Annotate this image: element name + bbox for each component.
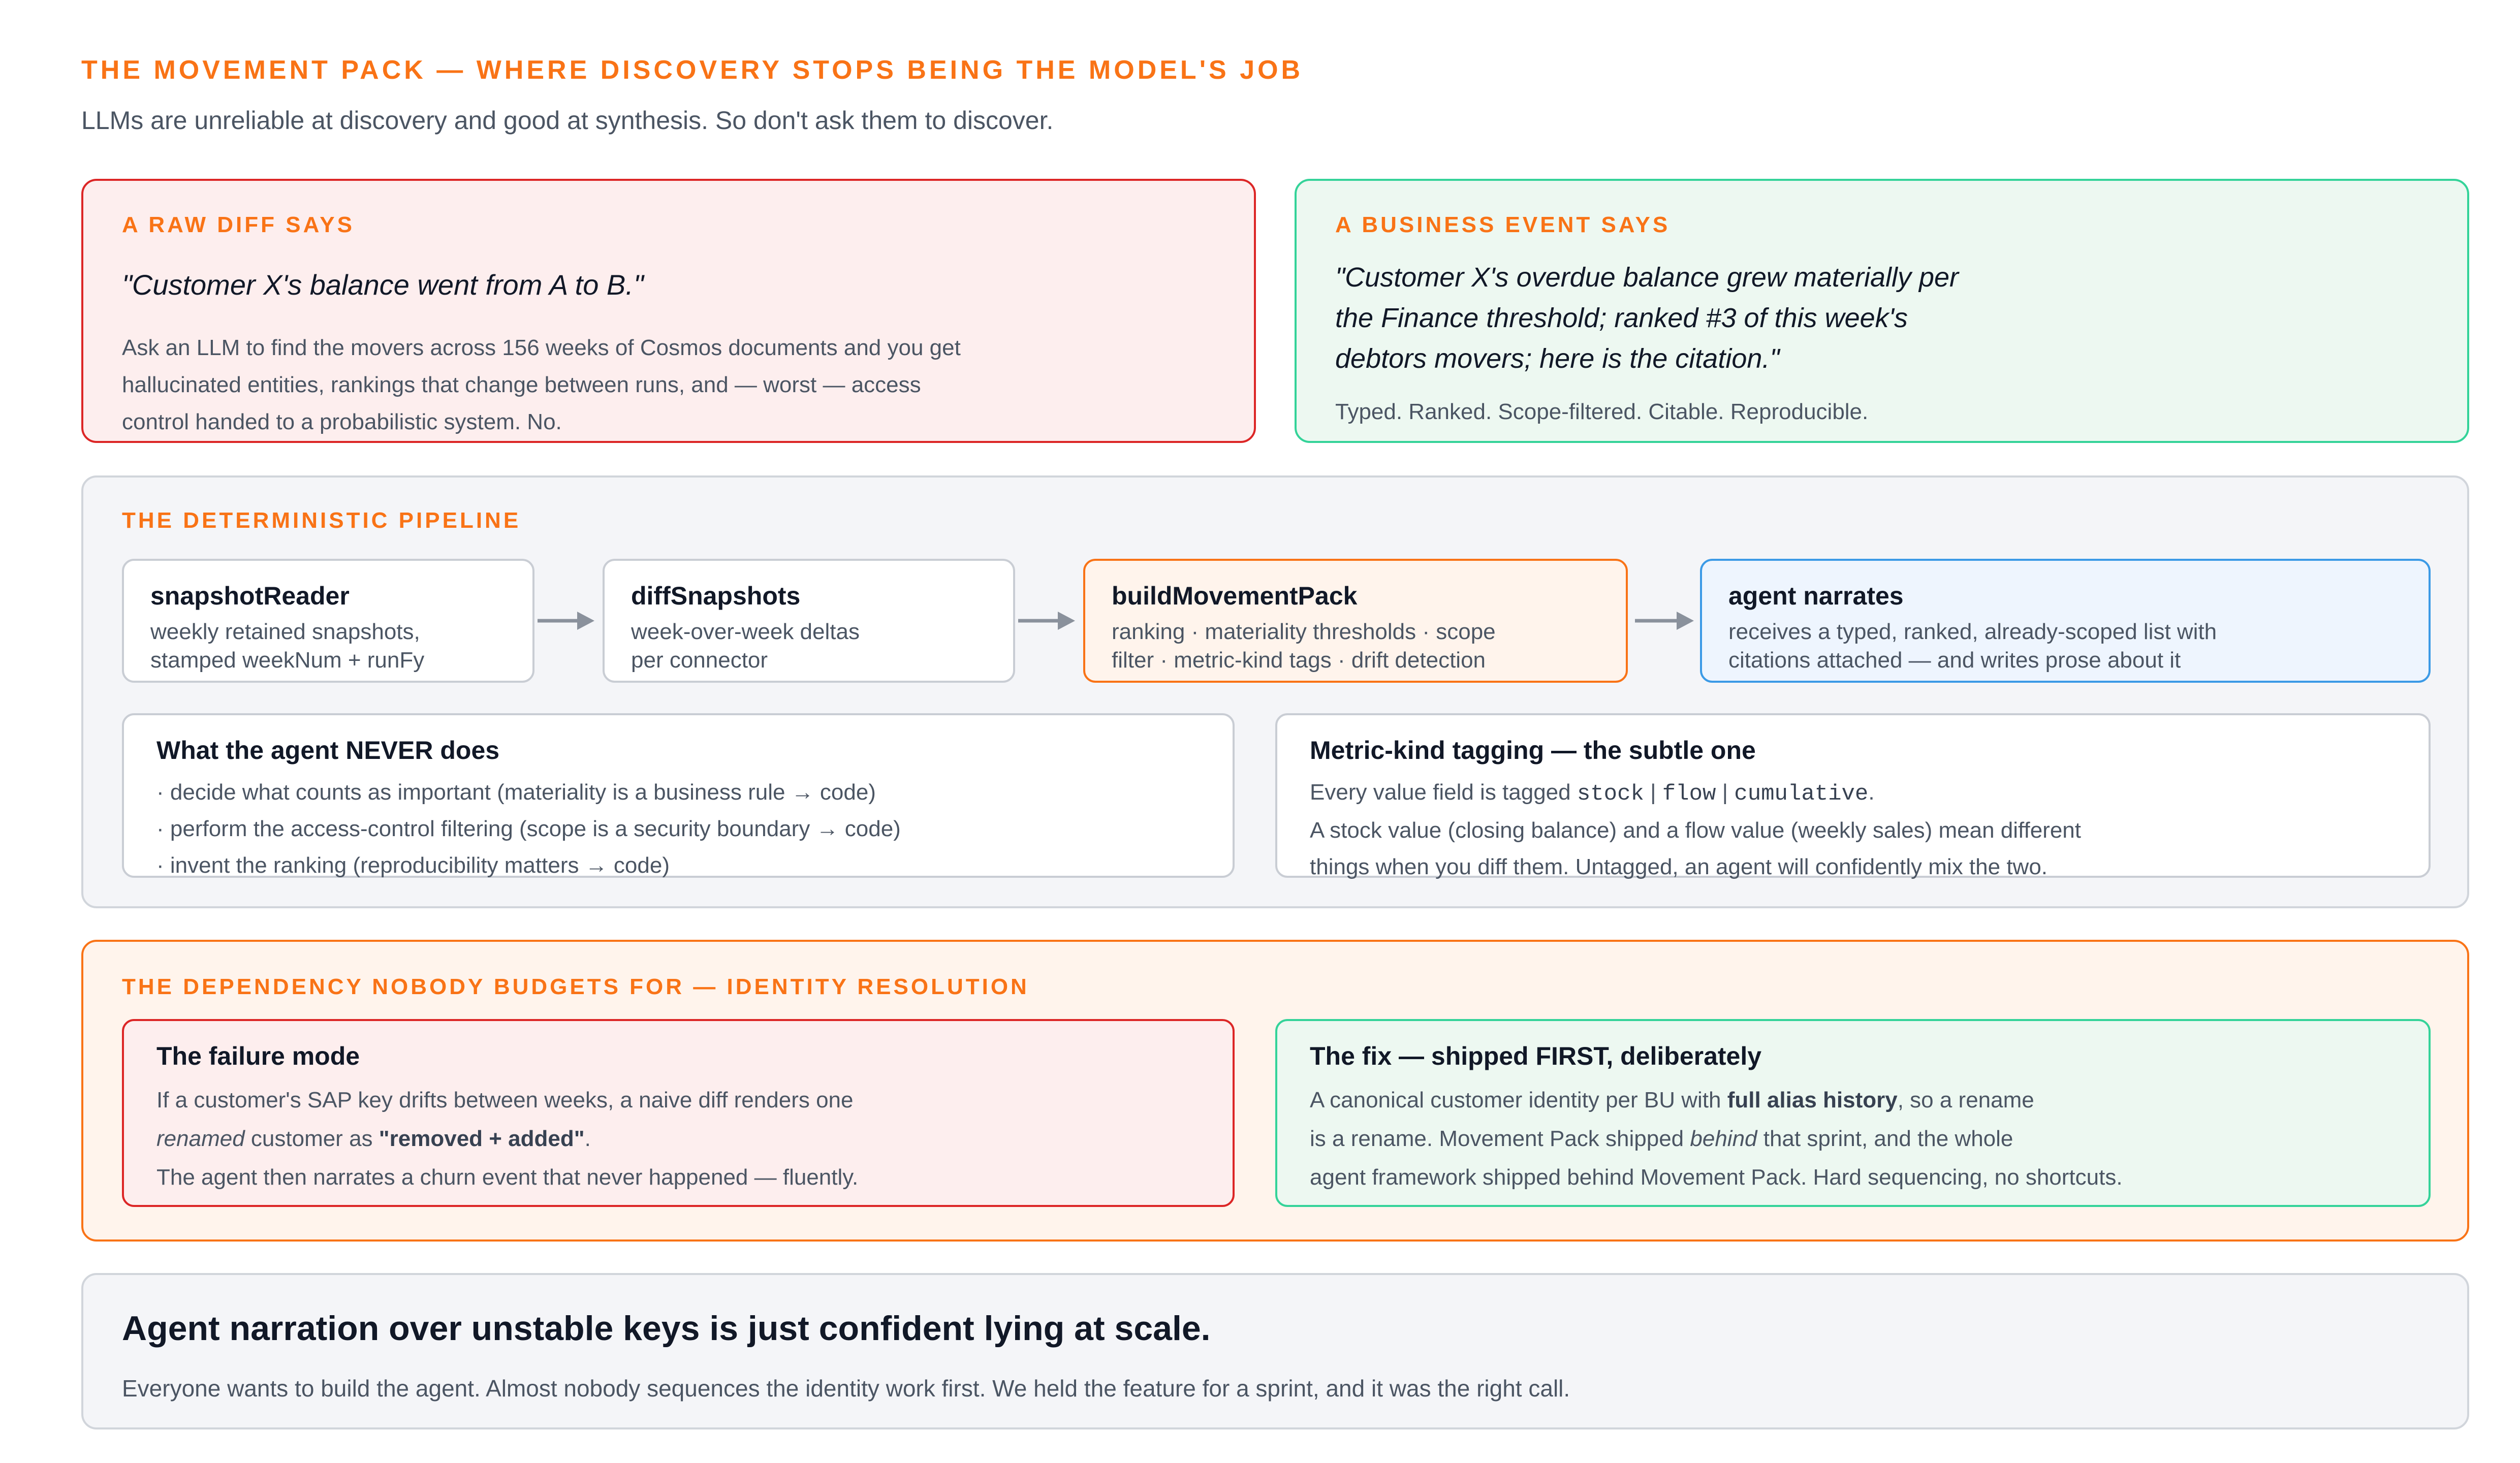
step-title: buildMovementPack xyxy=(1112,582,1358,610)
list-item: · invent the ranking (reproducibility ma… xyxy=(156,853,670,878)
fix-post: that sprint, and the whole xyxy=(1757,1126,2013,1151)
pipeline-panel: THE DETERMINISTIC PIPELINE snapshotReade… xyxy=(81,475,2469,908)
step-desc-line: stamped weekNum + runFy xyxy=(150,648,425,673)
failure-mode-title: The failure mode xyxy=(156,1042,360,1070)
step-desc-line: weekly retained snapshots, xyxy=(150,619,420,644)
fix-emphasis: behind xyxy=(1690,1126,1757,1151)
step-desc: ranking · materiality thresholds · scope… xyxy=(1112,618,1496,675)
pipeline-kicker: THE DETERMINISTIC PIPELINE xyxy=(122,508,521,533)
metric-kind-suffix: . xyxy=(1868,780,1875,805)
raw-diff-body-line: hallucinated entities, rankings that cha… xyxy=(122,372,921,397)
agent-never-card: What the agent NEVER does · decide what … xyxy=(122,713,1235,878)
step-desc: weekly retained snapshots, stamped weekN… xyxy=(150,618,424,675)
fix-card: The fix — shipped FIRST, deliberately A … xyxy=(1275,1019,2431,1207)
metric-kind-line: Every value field is tagged stock | flow… xyxy=(1310,774,2081,812)
business-event-quote: "Customer X's overdue balance grew mater… xyxy=(1335,257,1959,379)
fix-line: is a rename. Movement Pack shipped behin… xyxy=(1310,1120,2123,1158)
fix-strong: full alias history xyxy=(1727,1088,1898,1112)
tag-flow: flow xyxy=(1662,781,1716,807)
raw-diff-body: Ask an LLM to find the movers across 156… xyxy=(122,329,961,440)
closing-headline: Agent narration over unstable keys is ju… xyxy=(122,1309,1211,1348)
arrow-icon xyxy=(1635,612,1694,630)
tag-cumulative: cumulative xyxy=(1734,781,1869,807)
raw-diff-kicker: A RAW DIFF SAYS xyxy=(122,212,355,237)
step-desc-line: receives a typed, ranked, already-scoped… xyxy=(1728,619,2217,644)
step-title: agent narrates xyxy=(1728,582,1904,610)
step-desc-line: filter · metric-kind tags · drift detect… xyxy=(1112,648,1486,673)
metric-kind-title: Metric-kind tagging — the subtle one xyxy=(1310,736,1756,765)
pipeline-step-diff-snapshots: diffSnapshots week-over-week deltas per … xyxy=(603,559,1015,683)
fix-post: , so a rename xyxy=(1897,1088,2034,1112)
failure-mode-line: If a customer's SAP key drifts between w… xyxy=(156,1088,854,1112)
metric-kind-prefix: Every value field is tagged xyxy=(1310,780,1577,805)
failure-strong: "removed + added" xyxy=(379,1126,585,1151)
metric-kind-card: Metric-kind tagging — the subtle one Eve… xyxy=(1275,713,2431,879)
failure-mode-body: If a customer's SAP key drifts between w… xyxy=(156,1081,858,1197)
identity-panel: THE DEPENDENCY NOBODY BUDGETS FOR — IDEN… xyxy=(81,940,2469,1242)
list-item: · decide what counts as important (mater… xyxy=(156,780,876,805)
business-event-kicker: A BUSINESS EVENT SAYS xyxy=(1335,212,1671,237)
business-event-body: Typed. Ranked. Scope-filtered. Citable. … xyxy=(1335,399,1869,424)
tag-separator: | xyxy=(1716,780,1735,805)
failure-emphasis: renamed xyxy=(156,1126,245,1151)
failure-mode-line: renamed customer as "removed + added". xyxy=(156,1120,858,1158)
business-event-panel: A BUSINESS EVENT SAYS "Customer X's over… xyxy=(1295,179,2469,443)
arrow-icon xyxy=(538,612,594,630)
pipeline-step-snapshot-reader: snapshotReader weekly retained snapshots… xyxy=(122,559,534,683)
failure-mid: customer as xyxy=(244,1126,379,1151)
business-event-quote-line: debtors movers; here is the citation." xyxy=(1335,343,1780,374)
step-desc: receives a typed, ranked, already-scoped… xyxy=(1728,618,2217,675)
fix-pre: is a rename. Movement Pack shipped xyxy=(1310,1126,1690,1151)
fix-pre: A canonical customer identity per BU wit… xyxy=(1310,1088,1727,1112)
arrow-icon xyxy=(1018,612,1075,630)
identity-kicker: THE DEPENDENCY NOBODY BUDGETS FOR — IDEN… xyxy=(122,974,1029,999)
metric-kind-line: things when you diff them. Untagged, an … xyxy=(1310,854,2048,879)
list-item: · perform the access-control filtering (… xyxy=(156,816,901,841)
fix-line: A canonical customer identity per BU wit… xyxy=(1310,1081,2123,1120)
business-event-quote-line: the Finance threshold; ranked #3 of this… xyxy=(1335,303,1908,333)
agent-never-title: What the agent NEVER does xyxy=(156,736,500,765)
failure-end: . xyxy=(584,1126,591,1151)
step-desc-line: ranking · materiality thresholds · scope xyxy=(1112,619,1496,644)
pipeline-step-agent-narrates: agent narrates receives a typed, ranked,… xyxy=(1700,559,2431,683)
raw-diff-panel: A RAW DIFF SAYS "Customer X's balance we… xyxy=(81,179,1256,443)
failure-mode-line: The agent then narrates a churn event th… xyxy=(156,1165,859,1190)
page-title: THE MOVEMENT PACK — WHERE DISCOVERY STOP… xyxy=(81,55,1304,85)
failure-mode-card: The failure mode If a customer's SAP key… xyxy=(122,1019,1235,1207)
step-desc-line: week-over-week deltas xyxy=(631,619,860,644)
step-desc-line: citations attached — and writes prose ab… xyxy=(1728,648,2181,673)
tag-stock: stock xyxy=(1577,781,1644,807)
tag-separator: | xyxy=(1644,780,1662,805)
raw-diff-quote: "Customer X's balance went from A to B." xyxy=(122,269,644,301)
business-event-quote-line: "Customer X's overdue balance grew mater… xyxy=(1335,262,1959,293)
fix-body: A canonical customer identity per BU wit… xyxy=(1310,1081,2123,1197)
agent-never-list: · decide what counts as important (mater… xyxy=(156,774,901,884)
closing-panel: Agent narration over unstable keys is ju… xyxy=(81,1273,2469,1429)
step-desc: week-over-week deltas per connector xyxy=(631,618,860,675)
raw-diff-body-line: control handed to a probabilistic system… xyxy=(122,409,562,434)
metric-kind-body: Every value field is tagged stock | flow… xyxy=(1310,774,2081,885)
raw-diff-body-line: Ask an LLM to find the movers across 156… xyxy=(122,335,961,360)
page-subtitle: LLMs are unreliable at discovery and goo… xyxy=(81,106,1054,135)
fix-title: The fix — shipped FIRST, deliberately xyxy=(1310,1042,1762,1070)
step-title: diffSnapshots xyxy=(631,582,801,610)
closing-body: Everyone wants to build the agent. Almos… xyxy=(122,1375,1570,1402)
fix-line: agent framework shipped behind Movement … xyxy=(1310,1165,2123,1190)
pipeline-step-build-movement-pack: buildMovementPack ranking · materiality … xyxy=(1083,559,1628,683)
step-title: snapshotReader xyxy=(150,582,350,610)
metric-kind-line: A stock value (closing balance) and a fl… xyxy=(1310,818,2081,843)
step-desc-line: per connector xyxy=(631,648,768,673)
